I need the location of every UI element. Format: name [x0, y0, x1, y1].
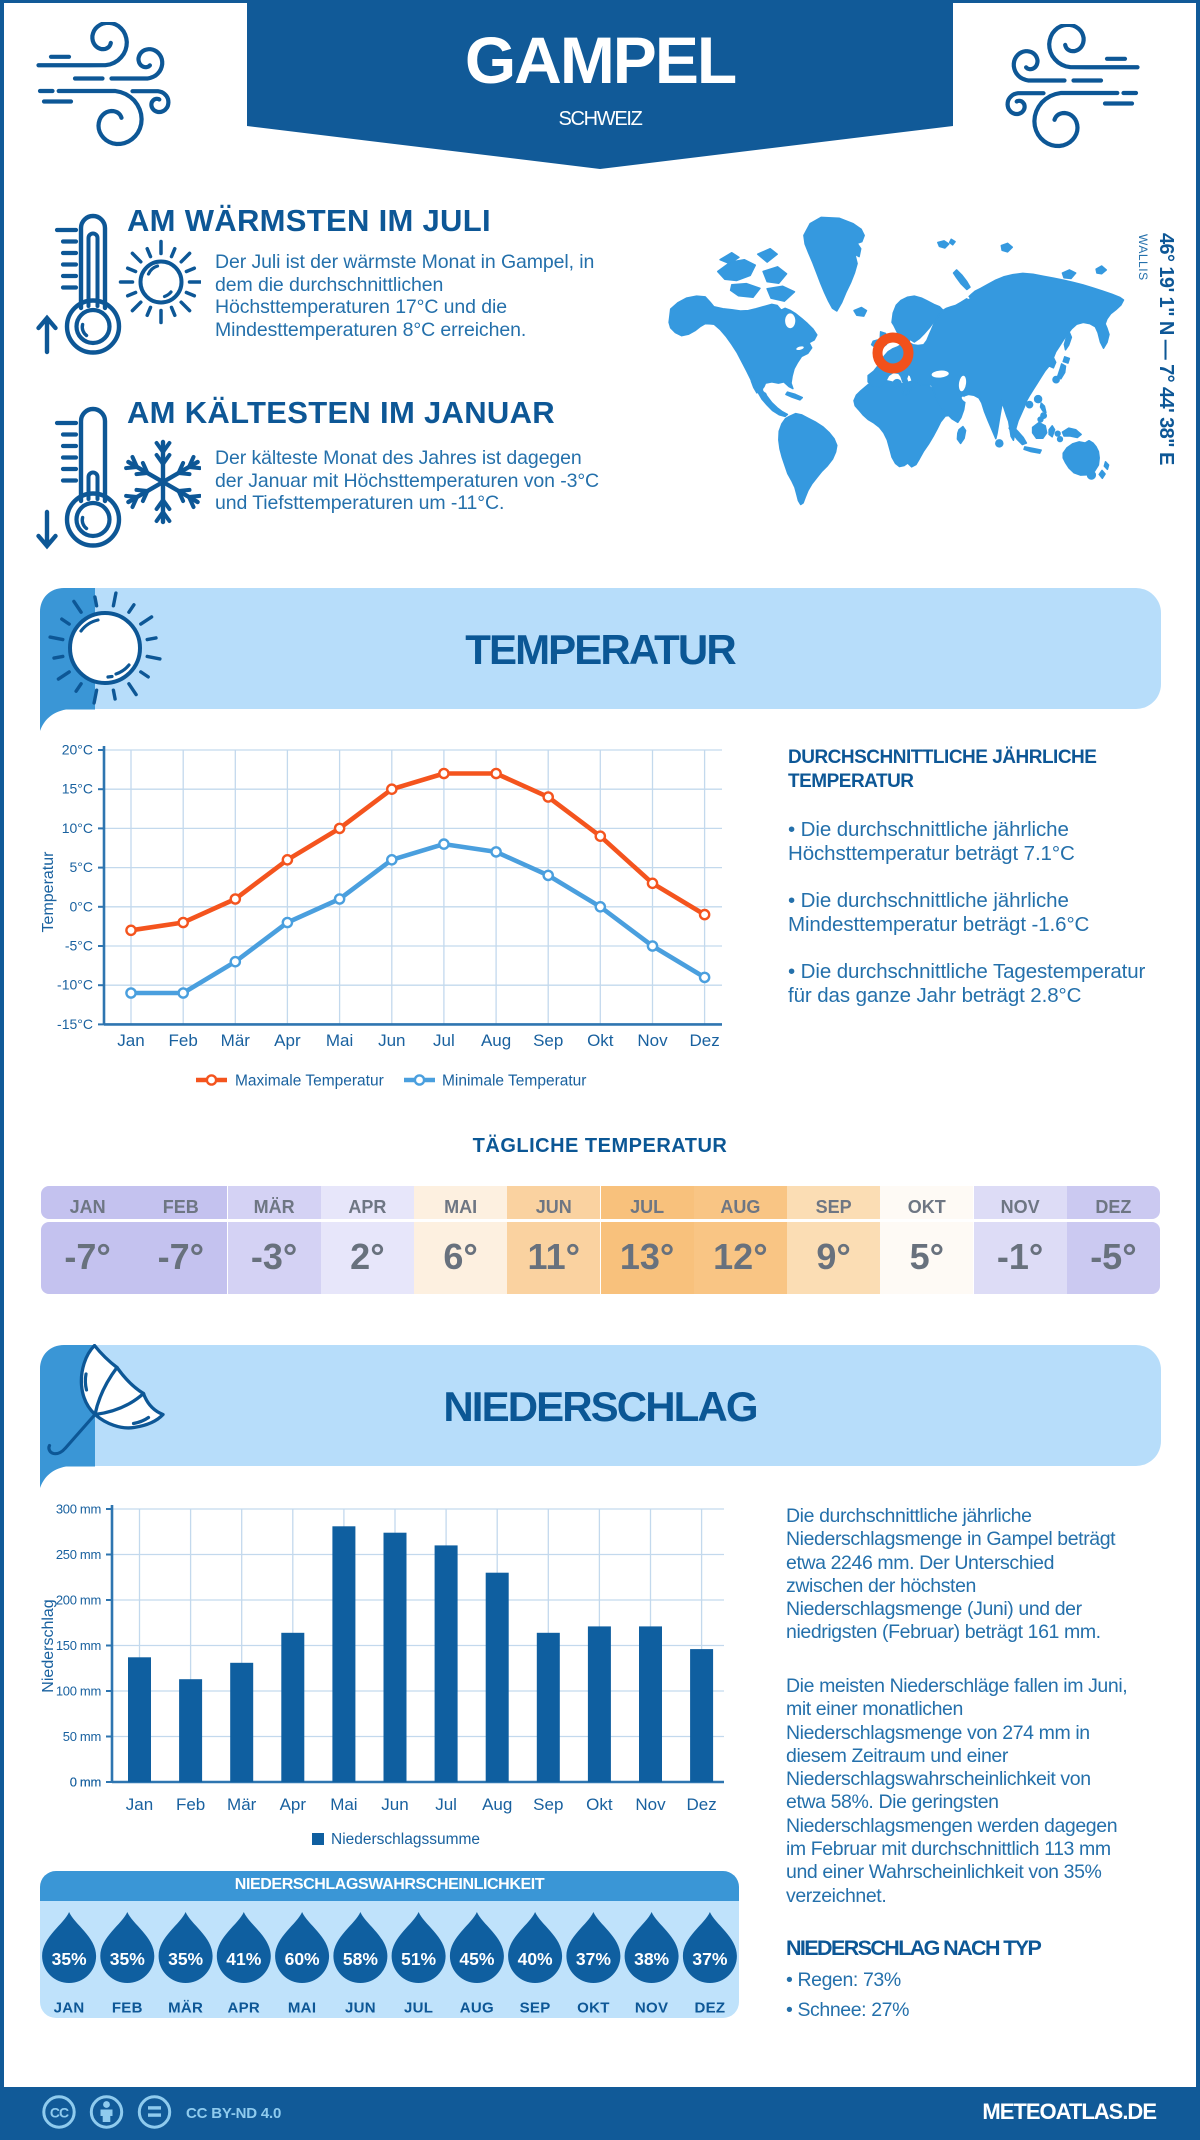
svg-text:Jul: Jul [435, 1795, 457, 1814]
svg-text:10°C: 10°C [62, 820, 93, 836]
svg-text:OKT: OKT [577, 2000, 610, 2017]
svg-text:300 mm: 300 mm [56, 1502, 101, 1517]
svg-text:MÄR: MÄR [168, 2000, 203, 2017]
svg-text:20°C: 20°C [62, 742, 93, 758]
svg-text:DEZ: DEZ [694, 2000, 725, 2017]
svg-text:38%: 38% [634, 1949, 669, 1969]
svg-text:37%: 37% [692, 1949, 727, 1969]
svg-text:Sep: Sep [533, 1031, 563, 1050]
svg-text:Aug: Aug [481, 1031, 511, 1050]
svg-text:Apr: Apr [280, 1795, 307, 1814]
svg-text:Apr: Apr [274, 1031, 301, 1050]
svg-text:51%: 51% [401, 1949, 436, 1969]
svg-text:SEP: SEP [520, 2000, 551, 2017]
svg-text:Okt: Okt [586, 1795, 613, 1814]
svg-text:Mai: Mai [326, 1031, 353, 1050]
svg-text:60%: 60% [285, 1949, 320, 1969]
svg-text:0 mm: 0 mm [70, 1775, 101, 1790]
svg-text:150 mm: 150 mm [56, 1638, 101, 1653]
svg-text:Jun: Jun [378, 1031, 405, 1050]
svg-text:Mär: Mär [227, 1795, 257, 1814]
svg-text:Okt: Okt [587, 1031, 614, 1050]
svg-text:-15°C: -15°C [57, 1016, 93, 1032]
svg-text:-5°C: -5°C [65, 938, 93, 954]
svg-text:Niederschlag: Niederschlag [40, 1599, 57, 1692]
svg-text:58%: 58% [343, 1949, 378, 1969]
svg-text:NOV: NOV [635, 2000, 668, 2017]
svg-text:Feb: Feb [169, 1031, 198, 1050]
svg-text:FEB: FEB [112, 2000, 143, 2017]
svg-text:35%: 35% [52, 1949, 87, 1969]
svg-text:JAN: JAN [54, 2000, 85, 2017]
svg-text:Maximale Temperatur: Maximale Temperatur [235, 1073, 384, 1090]
svg-text:Dez: Dez [686, 1795, 716, 1814]
svg-text:MAI: MAI [288, 2000, 316, 2017]
svg-text:Jan: Jan [117, 1031, 144, 1050]
svg-text:45%: 45% [459, 1949, 494, 1969]
svg-text:100 mm: 100 mm [56, 1684, 101, 1699]
svg-text:40%: 40% [518, 1949, 553, 1969]
svg-text:Jun: Jun [381, 1795, 408, 1814]
svg-text:CC: CC [50, 2105, 69, 2121]
svg-text:250 mm: 250 mm [56, 1547, 101, 1562]
svg-text:Jan: Jan [126, 1795, 153, 1814]
svg-text:Nov: Nov [637, 1031, 668, 1050]
svg-text:37%: 37% [576, 1949, 611, 1969]
svg-text:JUN: JUN [345, 2000, 376, 2017]
svg-text:Feb: Feb [176, 1795, 205, 1814]
svg-text:AUG: AUG [460, 2000, 494, 2017]
svg-text:35%: 35% [168, 1949, 203, 1969]
svg-text:JUL: JUL [404, 2000, 433, 2017]
svg-text:Aug: Aug [482, 1795, 512, 1814]
svg-text:35%: 35% [110, 1949, 145, 1969]
svg-text:15°C: 15°C [62, 781, 93, 797]
svg-text:5°C: 5°C [70, 859, 94, 875]
svg-text:Temperatur: Temperatur [40, 851, 57, 933]
svg-text:Niederschlagssumme: Niederschlagssumme [331, 1831, 480, 1848]
svg-text:Mai: Mai [330, 1795, 357, 1814]
svg-text:Mär: Mär [221, 1031, 251, 1050]
svg-text:200 mm: 200 mm [56, 1593, 101, 1608]
svg-text:Minimale Temperatur: Minimale Temperatur [442, 1073, 586, 1090]
svg-text:Jul: Jul [433, 1031, 455, 1050]
svg-text:50 mm: 50 mm [63, 1729, 101, 1744]
svg-text:0 mm: 0 mm [70, 1775, 101, 1790]
svg-text:Nov: Nov [635, 1795, 666, 1814]
svg-text:APR: APR [228, 2000, 261, 2017]
svg-text:-10°C: -10°C [57, 977, 93, 993]
svg-text:0°C: 0°C [70, 898, 94, 914]
svg-text:41%: 41% [226, 1949, 261, 1969]
svg-text:Dez: Dez [689, 1031, 719, 1050]
svg-text:Sep: Sep [533, 1795, 563, 1814]
